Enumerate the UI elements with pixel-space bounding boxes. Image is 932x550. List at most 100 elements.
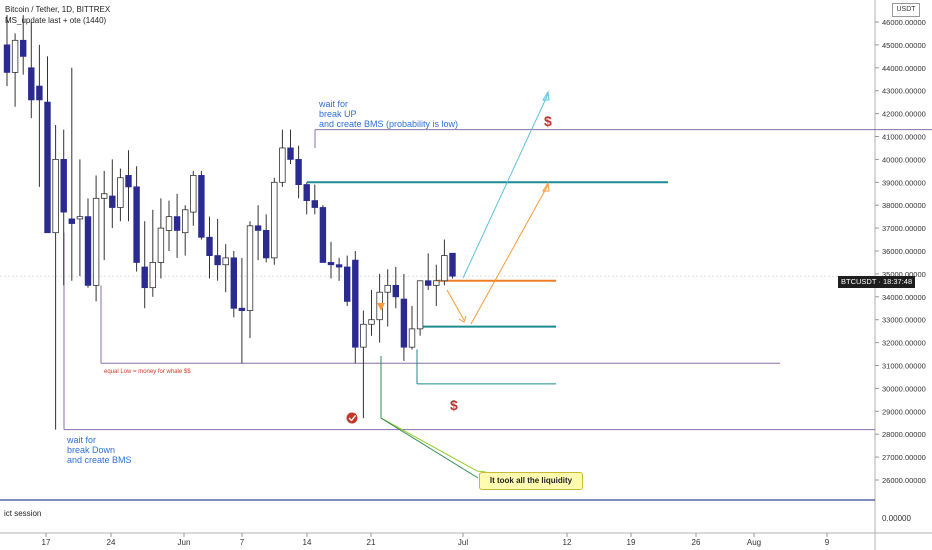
time-label: Aug [747, 538, 761, 547]
candle-body-up [271, 181, 278, 259]
candle [173, 193, 181, 258]
candle-body-up [384, 284, 391, 293]
orange-pullback-head [458, 315, 467, 323]
candle-body-down [254, 225, 262, 231]
candle-body-down [327, 262, 335, 266]
price-label: 40000.00000 [882, 155, 926, 164]
candle [84, 198, 92, 288]
currency-label[interactable]: USDT [892, 3, 920, 17]
time-axis[interactable]: 17 24 Jun 7 14 21 Jul 12 19 26 Aug 9 [42, 533, 830, 547]
candle-body-down [198, 175, 205, 238]
price-label: 30000.00000 [882, 384, 926, 393]
candle-body-down [44, 101, 51, 234]
candle [287, 129, 294, 164]
candle [271, 177, 278, 265]
orange-up-arrow [470, 184, 549, 325]
price-label: 33000.00000 [882, 316, 926, 325]
candle-body-up [117, 177, 124, 208]
candle-body-up [76, 216, 84, 220]
wait-up-line-2: break UP [319, 109, 357, 119]
candle-body-up [408, 328, 416, 348]
candle [141, 221, 148, 309]
price-label: 45000.00000 [882, 41, 926, 50]
price-label: 35000.00000 [882, 270, 926, 279]
price-label: 27000.00000 [882, 453, 926, 462]
candle [335, 257, 343, 281]
candle [214, 218, 221, 281]
candle [416, 280, 424, 336]
wait-down-line-2: break Down [67, 445, 115, 455]
candle [206, 216, 213, 279]
candle-body-down [60, 158, 67, 213]
candle-body-up [149, 262, 156, 289]
candle-body-down [392, 284, 399, 298]
check-circle-icon [346, 412, 358, 424]
candle-body-down [125, 175, 132, 188]
orange-down-triangle [377, 303, 385, 311]
liquidity-note: It took all the liquidity [479, 472, 583, 490]
time-label: 12 [563, 538, 572, 547]
candle-body-up [246, 225, 254, 311]
candle [165, 200, 173, 251]
candle [68, 67, 75, 281]
candle [400, 273, 408, 361]
candle [327, 241, 335, 279]
current-symbol: BTCUSDT [841, 277, 877, 286]
price-label: 41000.00000 [882, 133, 926, 142]
candle [117, 168, 124, 222]
candle [28, 22, 35, 119]
price-label: 26000.00000 [882, 476, 926, 485]
candle [190, 170, 197, 226]
price-label: 39000.00000 [882, 178, 926, 187]
price-label: 46000.00000 [882, 18, 926, 27]
dollar-top: $ [544, 113, 552, 129]
candle-body-down [295, 158, 302, 185]
candle [36, 44, 43, 187]
candle [60, 129, 67, 286]
candle [92, 175, 100, 302]
price-label: 31000.00000 [882, 362, 926, 371]
candle [352, 251, 359, 364]
subpane-name: ict session [4, 509, 41, 518]
symbol-title[interactable]: Bitcoin / Tether, 1D, BITTREX [5, 5, 111, 14]
candle [319, 205, 327, 263]
candle-body-up [92, 197, 100, 286]
candle [408, 305, 416, 350]
candle [109, 159, 116, 229]
candle [254, 205, 262, 261]
candle [360, 310, 367, 419]
candle [52, 125, 59, 430]
candle-body-up [101, 193, 108, 199]
candle [384, 269, 391, 327]
time-label: 14 [303, 538, 312, 547]
blue-up-arrow [462, 93, 549, 279]
candle-body-up [441, 255, 448, 282]
candle [433, 264, 440, 306]
price-label: 28000.00000 [882, 430, 926, 439]
price-label: 42000.00000 [882, 110, 926, 119]
candle-body-up [222, 257, 229, 266]
projection-arrows [377, 90, 550, 325]
candle-body-down [3, 44, 11, 73]
time-label: 9 [825, 538, 830, 547]
candle-body-down [343, 266, 351, 302]
candle-body-up [52, 158, 59, 234]
price-label: 38000.00000 [882, 201, 926, 210]
candle-body-down [141, 266, 148, 289]
candle-body-down [303, 184, 310, 202]
candle [343, 255, 351, 306]
candle [246, 221, 254, 339]
candle-body-down [19, 39, 27, 57]
price-label: 29000.00000 [882, 407, 926, 416]
wait-down-line-1: wait for [66, 435, 96, 445]
candle-body-down [424, 280, 432, 286]
candle [157, 198, 165, 279]
price-axis[interactable]: 46000.00000 45000.00000 44000.00000 43000.0… [875, 18, 926, 485]
indicator-title[interactable]: MS_update last + ote (1440) [5, 16, 107, 25]
candle-body-up [433, 280, 440, 286]
candle [222, 244, 229, 293]
candle-body-down [68, 218, 75, 224]
candle [44, 56, 51, 234]
time-label: Jul [458, 538, 468, 547]
